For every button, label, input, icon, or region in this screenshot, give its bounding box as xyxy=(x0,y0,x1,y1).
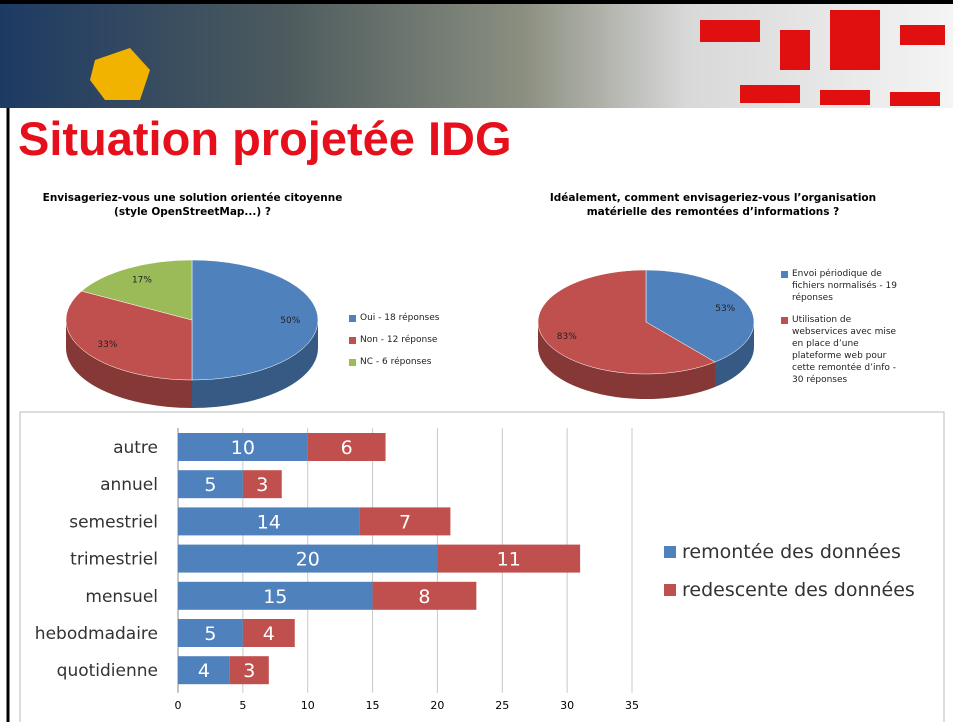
bar-value-label: 14 xyxy=(257,511,281,533)
y-tick-label: trimestriel xyxy=(70,550,158,570)
bar-value-label: 4 xyxy=(263,623,275,645)
y-tick-label: semestriel xyxy=(69,512,158,532)
pie-slice xyxy=(81,259,193,321)
bar xyxy=(178,433,308,461)
legend: Envoi périodique de fichiers normalisés … xyxy=(781,268,909,396)
pie-slice xyxy=(645,269,755,363)
pie-slice xyxy=(537,269,716,375)
bar-value-label: 4 xyxy=(198,660,210,682)
pie-side xyxy=(714,322,755,388)
legend-item: Envoi périodique de fichiers normalisés … xyxy=(781,268,909,304)
x-tick-label: 0 xyxy=(175,699,182,712)
pie-title: Envisageriez-vous une solution orientée … xyxy=(42,192,343,218)
pie-slice xyxy=(191,259,319,381)
pie-value-label: 17% xyxy=(132,276,152,286)
bar-value-label: 3 xyxy=(243,660,255,682)
x-tick-label: 10 xyxy=(301,699,315,712)
bar xyxy=(178,544,438,573)
bar xyxy=(178,507,360,536)
x-tick-label: 35 xyxy=(625,699,639,712)
y-tick-label: mensuel xyxy=(85,587,158,607)
x-tick-label: 30 xyxy=(560,699,574,712)
legend-swatch xyxy=(664,584,676,596)
bar xyxy=(359,507,451,536)
legend-item: Non - 12 réponse xyxy=(349,334,469,346)
legend-item: Oui - 18 réponses xyxy=(349,312,469,324)
legend-label: Envoi périodique de fichiers normalisés … xyxy=(792,269,897,303)
y-tick-label: autre xyxy=(113,438,158,458)
legend-item: NC - 6 réponses xyxy=(349,356,469,368)
y-tick-label: hebodmadaire xyxy=(35,624,158,644)
legend-swatch xyxy=(781,271,788,278)
legend-item: Utilisation de webservices avec mise en … xyxy=(781,314,909,386)
x-tick-label: 25 xyxy=(495,699,509,712)
pie-value-label: 83% xyxy=(557,332,577,342)
bar xyxy=(372,581,477,610)
bar xyxy=(307,433,386,461)
legend-swatch xyxy=(664,546,676,558)
bar-value-label: 10 xyxy=(231,437,255,459)
y-tick-label: annuel xyxy=(100,475,158,495)
bar xyxy=(242,619,295,647)
bar-value-label: 8 xyxy=(418,586,430,608)
bar-value-label: 15 xyxy=(263,586,287,608)
legend: Oui - 18 réponses Non - 12 réponse NC - 6 … xyxy=(349,312,469,378)
bar-value-label: 3 xyxy=(256,474,268,496)
x-tick-label: 5 xyxy=(239,699,246,712)
bar xyxy=(178,470,243,499)
legend-swatch xyxy=(781,317,788,324)
pie-title: Idéalement, comment envisageriez-vous l’… xyxy=(549,192,877,218)
bar xyxy=(437,544,581,573)
x-tick-label: 15 xyxy=(366,699,380,712)
slide-title: Situation projetée IDG xyxy=(18,112,512,165)
y-tick-label: quotidienne xyxy=(57,661,158,681)
pie-side xyxy=(66,320,192,408)
legend-label: Utilisation de webservices avec mise en … xyxy=(792,315,897,385)
bar-value-label: 20 xyxy=(296,549,320,571)
pie-value-label: 53% xyxy=(715,304,735,314)
bar xyxy=(242,470,282,499)
legend-label: NC - 6 réponses xyxy=(360,357,432,367)
legend-label: remontée des données xyxy=(682,541,901,563)
bar-value-label: 6 xyxy=(341,437,353,459)
legend-swatch xyxy=(349,359,356,366)
header-banner xyxy=(0,0,953,108)
legend-label: Oui - 18 réponses xyxy=(360,313,440,323)
legend-swatch xyxy=(349,315,356,322)
bar xyxy=(178,619,243,647)
pie-side xyxy=(192,320,318,408)
bar-value-label: 5 xyxy=(204,623,216,645)
pie-slice xyxy=(65,290,193,381)
bar-value-label: 7 xyxy=(399,511,411,533)
pie-value-label: 50% xyxy=(280,316,300,326)
bar xyxy=(178,581,373,610)
pie-side xyxy=(538,322,715,399)
x-tick-label: 20 xyxy=(430,699,444,712)
bar-value-label: 11 xyxy=(497,549,521,571)
legend-label: redescente des données xyxy=(682,579,915,601)
bar-value-label: 5 xyxy=(204,474,216,496)
bar xyxy=(178,656,230,685)
pie-value-label: 33% xyxy=(97,340,117,350)
legend-swatch xyxy=(349,337,356,344)
bar xyxy=(229,656,269,685)
legend-label: Non - 12 réponse xyxy=(360,335,438,345)
